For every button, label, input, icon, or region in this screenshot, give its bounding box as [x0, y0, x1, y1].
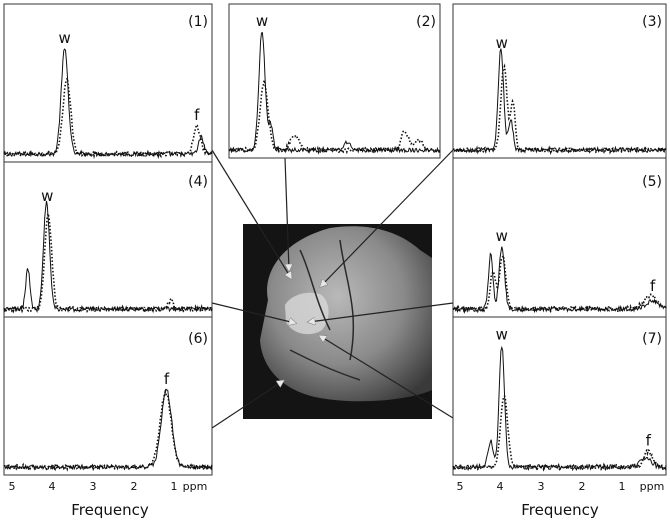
panel-4-dotted-trace [3, 210, 213, 314]
panel-3-traces: w [452, 34, 667, 156]
panel-5-dotted-trace [452, 253, 667, 315]
panel-7-solid-trace [452, 345, 666, 471]
panel-5-frame [452, 157, 667, 318]
panel-3-dotted-trace [452, 63, 667, 156]
panel-7-dotted-trace [452, 394, 667, 472]
panel-2-traces: w [228, 12, 441, 155]
panel-1-peak-label-w: w [59, 29, 71, 47]
left-tick-4: 4 [49, 480, 56, 493]
panel-6-label: (6) [188, 331, 208, 347]
mri-tissue [260, 226, 432, 402]
right-tick-5: 5 [457, 480, 464, 493]
panel-2-label: (2) [416, 14, 436, 30]
arrow-5 [309, 302, 454, 322]
panel-7: wf (7) [452, 316, 667, 476]
panel-7-traces: wf [452, 325, 667, 472]
panel-4: w (4) [3, 161, 213, 318]
mri-image [243, 224, 432, 419]
panel-6-dotted-trace [3, 388, 213, 473]
left-axis-title: Frequency [71, 501, 149, 519]
right-tick-4: 4 [497, 480, 504, 493]
panel-5-label: (5) [642, 174, 662, 190]
arrow-1 [211, 149, 291, 278]
arrow-2 [284, 157, 289, 270]
panel-6-peak-label-f: f [164, 370, 170, 388]
right-tick-1: 1 [619, 480, 626, 493]
left-tick-1: 1 [171, 480, 178, 493]
mri-vessel [289, 239, 361, 381]
right-tick-2: 2 [579, 480, 586, 493]
left-tick-2: 2 [131, 480, 138, 493]
left-tick-3: 3 [90, 480, 97, 493]
panel-2-peak-label-w: w [256, 12, 268, 30]
panel-5: wf (5) [452, 157, 667, 318]
arrow-4 [211, 302, 295, 323]
panel-3-label: (3) [642, 14, 662, 30]
panel-4-peak-label-w: w [41, 187, 53, 205]
panel-3-frame [452, 3, 667, 159]
panel-7-label: (7) [642, 331, 662, 347]
panel-1-peak-label-f: f [194, 106, 200, 124]
right-axis-title: Frequency [521, 501, 599, 519]
panel-4-traces: w [3, 187, 213, 314]
panel-3: w (3) [452, 3, 667, 159]
panel-5-traces: wf [452, 227, 667, 315]
right-tick-3: 3 [538, 480, 545, 493]
left-tick-5: 5 [9, 480, 16, 493]
panel-7-peak-label-w: w [496, 325, 508, 343]
arrows-layer [211, 149, 454, 429]
arrow-3 [321, 149, 454, 286]
arrow-7 [320, 336, 454, 419]
panel-2: w (2) [228, 3, 441, 159]
panel-6-traces: f [3, 370, 213, 473]
right-x-axis: 5 4 3 2 1 ppm Frequency [457, 480, 665, 519]
right-unit-ppm: ppm [640, 480, 665, 493]
panel-1-traces: wf [3, 29, 213, 160]
panel-3-peak-label-w: w [496, 34, 508, 52]
panel-1: wf (1) [3, 3, 213, 163]
panel-4-frame [3, 161, 213, 318]
panel-6-frame [3, 316, 213, 476]
panel-1-frame [3, 3, 213, 163]
panel-7-frame [452, 316, 667, 476]
panel-1-dotted-trace [3, 75, 213, 160]
panel-6: f (6) [3, 316, 213, 476]
left-x-axis: 5 4 3 2 1 ppm Frequency [9, 480, 208, 519]
panel-1-label: (1) [188, 14, 208, 30]
panel-7-peak-label-f: f [646, 432, 652, 450]
panel-5-peak-label-f: f [650, 277, 656, 295]
left-unit-ppm: ppm [183, 480, 208, 493]
panel-4-label: (4) [188, 174, 208, 190]
arrow-6 [211, 381, 283, 429]
panel-5-peak-label-w: w [496, 227, 508, 245]
panel-3-solid-trace [452, 48, 667, 154]
